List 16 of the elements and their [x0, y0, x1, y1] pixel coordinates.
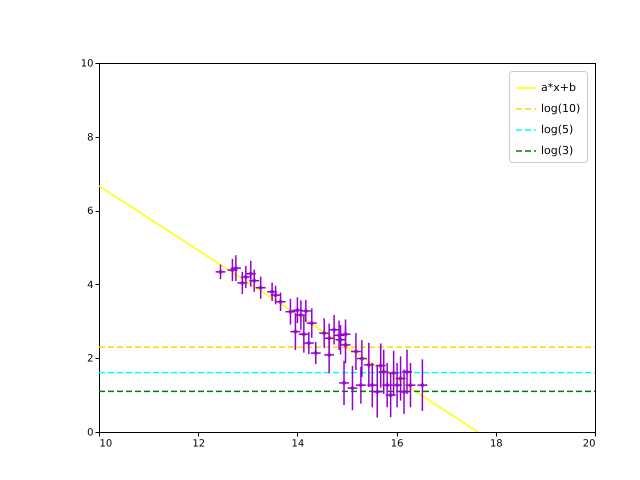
y-tick-label: 0: [87, 428, 94, 438]
x-tick-label: 10: [100, 438, 112, 450]
x-tick-label: 12: [192, 438, 206, 450]
y-tick-label: 2: [87, 354, 94, 365]
x-tick-label: 16: [390, 438, 404, 450]
legend-label: a*x+b: [541, 81, 576, 94]
legend-label: log(5): [541, 123, 574, 136]
y-tick-label: 8: [87, 132, 94, 144]
x-tick-label: 20: [582, 438, 596, 450]
y-tick-label: 4: [87, 280, 94, 291]
y-tick-label: 6: [87, 206, 94, 218]
x-tick-label: 14: [292, 438, 304, 450]
legend-label: log(10): [541, 102, 580, 115]
y-tick-label: 10: [80, 58, 94, 70]
legend-label: log(3): [541, 144, 574, 157]
x-tick-label: 18: [490, 438, 503, 450]
